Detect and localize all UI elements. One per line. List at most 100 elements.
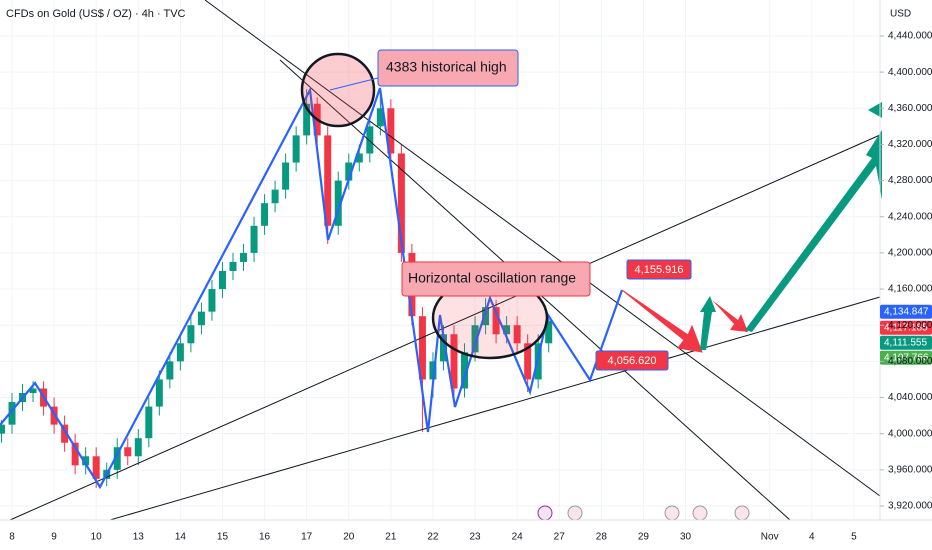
candle-body	[218, 270, 226, 290]
candle-body	[61, 424, 69, 443]
candle-body	[513, 325, 521, 344]
candle-body	[387, 108, 395, 154]
y-tick-label: 4,280.000	[888, 175, 932, 186]
candle-body	[145, 406, 153, 439]
price-label: 4,155.916	[635, 264, 684, 276]
candle-body	[439, 334, 447, 362]
candle-body	[524, 343, 532, 380]
price-tags: 4,134.847 4,117.185 4,111.555 4,107.766	[880, 304, 932, 365]
price-tag-label: 4,117.185	[884, 322, 928, 333]
y-tick-label: 4,120.000	[888, 320, 932, 331]
candle-body	[124, 447, 132, 457]
candle-body	[240, 252, 248, 262]
candle-body	[250, 225, 258, 253]
x-tick-label: 28	[596, 532, 608, 543]
event-icon	[734, 505, 750, 521]
annotation-pointer	[329, 77, 379, 91]
price-tag	[880, 350, 932, 365]
x-tick-label: 4	[809, 532, 815, 543]
candle-body	[134, 438, 142, 457]
candle-body	[261, 203, 269, 226]
price-tag-label: 4,107.766	[884, 352, 929, 363]
event-icon	[537, 505, 553, 521]
y-tick-label: 4,200.000	[888, 248, 932, 259]
y-tick-label: 3,920.000	[888, 501, 932, 512]
candle-body	[450, 334, 458, 389]
annotation-box	[377, 49, 519, 87]
y-tick-label: 4,080.000	[888, 356, 932, 367]
x-tick-label: 15	[217, 532, 229, 543]
candle-body	[418, 316, 426, 380]
x-tick-label: 17	[301, 532, 313, 543]
trend-line	[109, 296, 881, 521]
candle-body	[92, 456, 100, 479]
x-tick-label: 14	[175, 532, 187, 543]
x-tick-label: 30	[680, 532, 692, 543]
price-tag	[880, 304, 932, 319]
x-tick-label: 27	[554, 532, 566, 543]
price-label-box	[595, 350, 669, 371]
y-tick-label: 4,240.000	[888, 211, 932, 222]
candle-body	[429, 361, 437, 380]
y-tick-label: 4,000.000	[888, 428, 932, 439]
y-tick-label: 4,440.000	[888, 31, 932, 42]
price-tag-label: 4,111.555	[884, 337, 927, 348]
event-icon	[664, 505, 680, 521]
y-tick-label: 4,040.000	[888, 392, 932, 403]
x-tick-label: 10	[91, 532, 103, 543]
candle-body	[29, 388, 37, 394]
candle-body	[166, 361, 174, 380]
price-tag	[880, 320, 932, 335]
annotation-box	[401, 261, 591, 297]
candle-body	[545, 320, 553, 344]
candle-body	[71, 442, 79, 466]
x-tick-label: 8	[9, 532, 15, 543]
candle-body	[334, 180, 342, 226]
price-label-box	[626, 259, 692, 280]
candle-body	[176, 343, 184, 362]
candle-body	[208, 289, 216, 312]
candle-body	[461, 352, 469, 389]
candle-body	[82, 456, 90, 466]
currency: USD	[890, 9, 911, 20]
arrow-up	[745, 130, 882, 332]
candle-body	[324, 135, 332, 226]
candle-body	[345, 162, 353, 181]
x-tick-label: 5	[851, 532, 857, 543]
candle-body	[355, 153, 363, 163]
candle-body	[303, 103, 311, 136]
candle-body	[292, 135, 300, 163]
candle-body	[492, 307, 500, 335]
candle-body	[271, 189, 279, 204]
x-tick-label: Nov	[761, 532, 779, 543]
candle-body	[282, 162, 290, 190]
candle-body	[397, 153, 405, 253]
candle-body	[482, 307, 490, 326]
x-tick-label: 20	[343, 532, 355, 543]
y-tick-label: 4,160.000	[888, 284, 932, 295]
drawings	[0, 0, 882, 521]
x-tick-label: 16	[259, 532, 271, 543]
chart-title: CFDs on Gold (US$ / OZ) · 4h · TVC	[6, 8, 186, 20]
arrow-head	[868, 102, 882, 118]
event-icon	[692, 505, 708, 521]
price-tag-label: 4,134.847	[884, 306, 929, 317]
high-circle	[300, 52, 376, 128]
price-label: 4,056.620	[608, 355, 657, 367]
candle-body	[155, 379, 163, 407]
x-tick-label: 23	[469, 532, 481, 543]
candle-body	[113, 447, 121, 470]
candle-body	[471, 325, 479, 353]
y-tick-label: 4,360.000	[888, 103, 932, 114]
y-tick-label: 3,960.000	[888, 464, 932, 475]
annotation: Horizontal oscillation range	[408, 270, 576, 286]
trend-line	[9, 134, 881, 521]
candle-body	[8, 402, 16, 425]
x-tick-label: 22	[427, 532, 439, 543]
x-tick-label: 29	[638, 532, 650, 543]
candle-body	[229, 261, 237, 271]
candle-body	[376, 108, 384, 127]
candle-body	[0, 424, 5, 434]
